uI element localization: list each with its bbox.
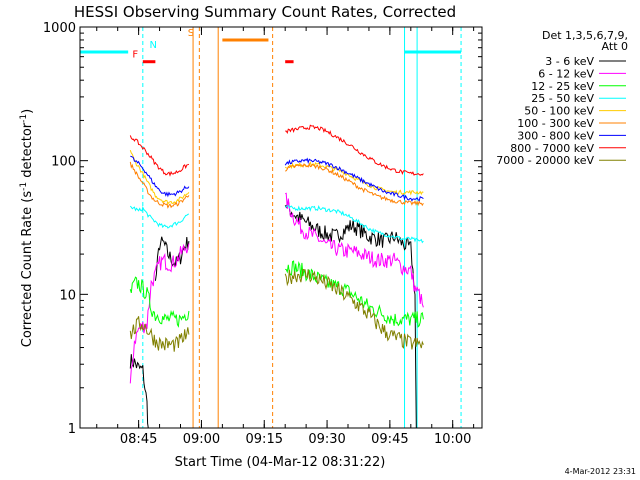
legend-label: 6 - 12 keV (538, 67, 594, 80)
series-line-7000-20000-kev (284, 268, 424, 350)
legend-label: 25 - 50 keV (531, 92, 594, 105)
y-label-part-b: detector (20, 122, 35, 182)
y-tick-label: 100 (51, 155, 76, 170)
legend-label: 800 - 7000 keV (510, 142, 594, 155)
y-label-sup-2: -1 (19, 114, 29, 123)
series-line-50-100-kev (129, 150, 190, 206)
legend-label: 50 - 100 keV (524, 105, 594, 118)
y-tick-label: 1000 (43, 21, 76, 36)
series-line-6-12-kev (285, 192, 424, 308)
series-line-300-800-kev (284, 157, 424, 202)
series-line-300-800-kev (130, 155, 190, 198)
legend-label: 3 - 6 keV (545, 55, 594, 68)
legend-title-line-1: Det 1,3,5,6,7,9, (542, 29, 628, 42)
series-line-100-300-kev (129, 161, 190, 209)
series-line-7000-20000-kev (129, 316, 190, 352)
flag-label-s: S (188, 28, 194, 39)
x-tick-label: 09:15 (246, 432, 283, 447)
series-line-6-12-kev (129, 243, 190, 384)
y-label-part-c: ) (20, 109, 35, 114)
legend-label: 12 - 25 keV (531, 80, 594, 93)
plot-area: F N S (79, 27, 462, 429)
legend-label: 7000 - 20000 keV (496, 154, 594, 167)
series-line-12-25-kev (129, 276, 190, 328)
flag-label-n: N (150, 40, 157, 51)
legend-title-line-2: Att 0 (602, 40, 628, 53)
x-tick-label: 09:45 (371, 432, 408, 447)
plot-frame (79, 26, 483, 429)
series-line-3-6-kev (129, 354, 149, 429)
series-line-800-7000-kev (285, 124, 424, 176)
series-line-3-6-kev (284, 200, 417, 429)
y-axis-label: Corrected Count Rate (s-1 detector-1) (19, 109, 35, 347)
chart-title: HESSI Observing Summary Count Rates, Cor… (74, 3, 456, 21)
x-tick-label: 09:30 (308, 432, 345, 447)
flag-label-f: F (132, 50, 138, 61)
series-line-100-300-kev (285, 162, 424, 207)
x-tick-label: 10:00 (434, 432, 471, 447)
series-line-800-7000-kev (129, 135, 190, 177)
legend-label: 100 - 300 keV (517, 117, 594, 130)
series-line-25-50-kev (129, 205, 190, 229)
y-label-sup-1: -1 (19, 182, 29, 191)
legend-label: 300 - 800 keV (517, 129, 594, 142)
x-tick-label: 08:45 (120, 432, 157, 447)
series-line-25-50-kev (284, 204, 424, 244)
axis-ticks: 08:45 09:00 09:15 09:30 09:45 10:00 1 10 100 1000 (43, 21, 482, 447)
x-tick-label: 09:00 (183, 432, 220, 447)
y-tick-label: 10 (59, 288, 76, 303)
footer-date: 4-Mar-2012 23:31 (565, 467, 636, 476)
x-axis-label: Start Time (04-Mar-12 08:31:22) (175, 455, 386, 470)
y-tick-label: 1 (68, 422, 76, 437)
y-label-part-a: Corrected Count Rate (s (20, 191, 35, 348)
